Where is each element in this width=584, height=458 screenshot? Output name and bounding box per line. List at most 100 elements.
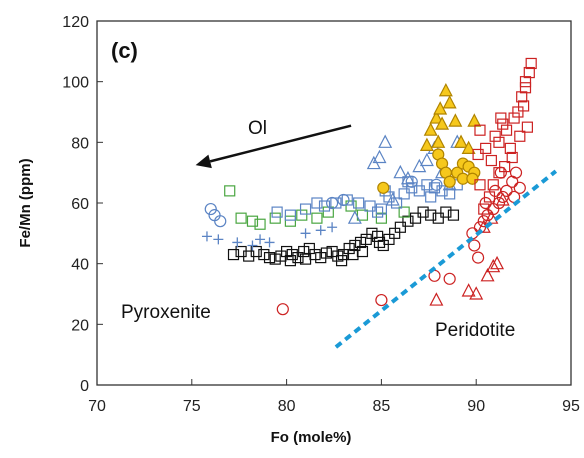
y-tick-label: 40 (71, 257, 89, 274)
data-point-square (227, 248, 240, 261)
data-point-square (409, 212, 422, 224)
olivine-arrow-shaft (209, 124, 352, 163)
data-point-triangle (419, 152, 434, 167)
data-point-plus (315, 225, 326, 236)
data-point-circle (326, 196, 339, 210)
data-point-triangle (461, 140, 476, 154)
data-point-triangle (400, 170, 415, 185)
data-point-triangle (448, 113, 463, 127)
data-point-square (402, 215, 414, 227)
data-point-circle (405, 175, 418, 188)
y-tick-label: 80 (71, 135, 89, 152)
y-axis-title: Fe/Mn (ppm) (17, 158, 34, 247)
data-point-triangle (486, 258, 501, 273)
data-point-square (318, 200, 331, 212)
data-point-square (523, 66, 535, 79)
x-axis-title: Fo (mole%) (271, 429, 352, 446)
data-point-circle (377, 181, 390, 194)
data-point-triangle (454, 134, 469, 148)
data-point-square (472, 148, 484, 161)
x-tick-label: 75 (183, 398, 201, 415)
data-point-plus (232, 237, 243, 248)
data-point-square (440, 206, 452, 218)
data-point-square (292, 252, 304, 264)
y-tick-label: 0 (80, 378, 89, 395)
data-point-plus (255, 234, 266, 245)
pyroxenite-label: Pyroxenite (121, 302, 211, 323)
data-point-square (497, 118, 509, 130)
data-point-square (398, 206, 410, 218)
data-point-square (474, 179, 486, 191)
data-point-square (347, 248, 359, 261)
data-point-triangle (378, 134, 393, 148)
data-point-plus (264, 237, 275, 248)
data-point-circle (214, 215, 227, 228)
data-point-square (512, 106, 524, 118)
data-point-triangle (431, 134, 446, 148)
data-point-square (504, 142, 516, 154)
data-point-square (478, 203, 490, 215)
data-point-circle (337, 193, 350, 207)
data-point-square (311, 212, 323, 224)
data-point-square (487, 179, 499, 191)
data-point-square (506, 151, 518, 164)
data-point-triangle (495, 192, 510, 206)
data-point-square (398, 188, 410, 200)
data-point-square (406, 182, 418, 194)
data-point-triangle (480, 268, 495, 282)
x-tick-label: 85 (373, 398, 391, 415)
data-point-square (495, 112, 507, 124)
data-point-square (330, 197, 342, 209)
data-point-triangle (419, 137, 434, 151)
data-point-square (284, 215, 296, 227)
x-tick-label: 70 (88, 398, 106, 415)
data-point-square (263, 252, 276, 264)
data-point-square (349, 239, 361, 252)
data-point-circle (479, 196, 492, 210)
data-point-square (425, 191, 437, 203)
data-point-square (389, 227, 401, 239)
data-point-square (299, 253, 312, 265)
data-point-triangle (393, 164, 408, 179)
data-point-square (508, 112, 520, 124)
data-point-square (284, 209, 296, 221)
data-point-square (345, 200, 357, 212)
data-point-square (421, 179, 433, 191)
data-point-square (375, 212, 387, 224)
x-tick-label: 80 (278, 398, 296, 415)
data-point-circle (443, 272, 456, 285)
data-point-square (224, 185, 236, 197)
data-point-circle (492, 196, 506, 210)
x-axis-ticks: 70 75 80 85 90 95 (88, 379, 580, 415)
data-point-circle (513, 181, 526, 194)
data-point-square (377, 239, 389, 252)
peridotite-label: Peridotite (435, 320, 515, 341)
data-point-circle (471, 251, 485, 264)
data-point-square (335, 255, 348, 267)
x-tick-label: 95 (562, 398, 580, 415)
x-tick-label: 90 (467, 398, 485, 415)
data-point-square (281, 245, 293, 258)
data-point-square (432, 212, 444, 224)
data-point-triangle (469, 286, 484, 300)
data-point-circle (375, 293, 388, 307)
data-point-triangle (429, 110, 444, 124)
data-point-square (372, 206, 384, 218)
data-point-triangle (442, 95, 457, 109)
data-point-square (269, 212, 281, 224)
data-point-square (354, 236, 367, 249)
data-point-square (296, 209, 308, 221)
data-point-square (375, 203, 387, 215)
data-point-square (364, 200, 376, 212)
data-point-plus (327, 222, 338, 233)
data-point-triangle (385, 192, 400, 206)
data-point-square (366, 227, 378, 239)
data-point-square (514, 130, 526, 142)
data-point-plus (300, 228, 311, 239)
data-point-square (516, 91, 528, 103)
data-point-triangle (429, 292, 444, 306)
y-tick-label: 20 (71, 317, 89, 334)
chart-overlays (195, 124, 558, 349)
ol-label: Ol (248, 118, 267, 139)
